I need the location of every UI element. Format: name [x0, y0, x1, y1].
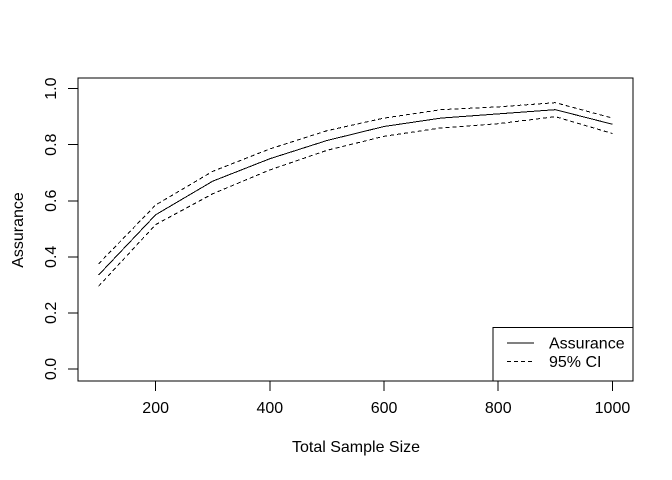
- series-line-95-ci-lower: [98, 116, 613, 287]
- series-line-assurance: [98, 109, 613, 276]
- y-tick-label: 0.0: [43, 358, 60, 380]
- y-tick-label: 0.8: [43, 133, 60, 155]
- y-tick-label: 1.0: [43, 77, 60, 99]
- y-tick-label: 0.4: [43, 246, 60, 268]
- legend-label-assurance: Assurance: [549, 336, 625, 353]
- legend-label-ci: 95% CI: [549, 354, 601, 371]
- x-tick-label: 800: [485, 400, 512, 417]
- x-axis-title: Total Sample Size: [292, 439, 420, 456]
- x-tick-label: 400: [257, 400, 284, 417]
- series-line-95-ci-upper: [98, 102, 613, 265]
- y-axis: 0.0 0.2 0.4 0.6 0.8 1.0: [43, 77, 78, 380]
- x-axis: 200 400 600 800 1000: [142, 381, 630, 417]
- y-tick-label: 0.6: [43, 190, 60, 212]
- x-tick-label: 200: [142, 400, 169, 417]
- x-tick-label: 600: [371, 400, 398, 417]
- legend: Assurance 95% CI: [492, 327, 634, 382]
- legend-box: [492, 327, 634, 382]
- plot-border: [77, 77, 634, 382]
- y-axis-title: Assurance: [10, 192, 27, 268]
- y-tick-label: 0.2: [43, 302, 60, 324]
- x-tick-label: 1000: [595, 400, 631, 417]
- series-lines: [98, 102, 613, 287]
